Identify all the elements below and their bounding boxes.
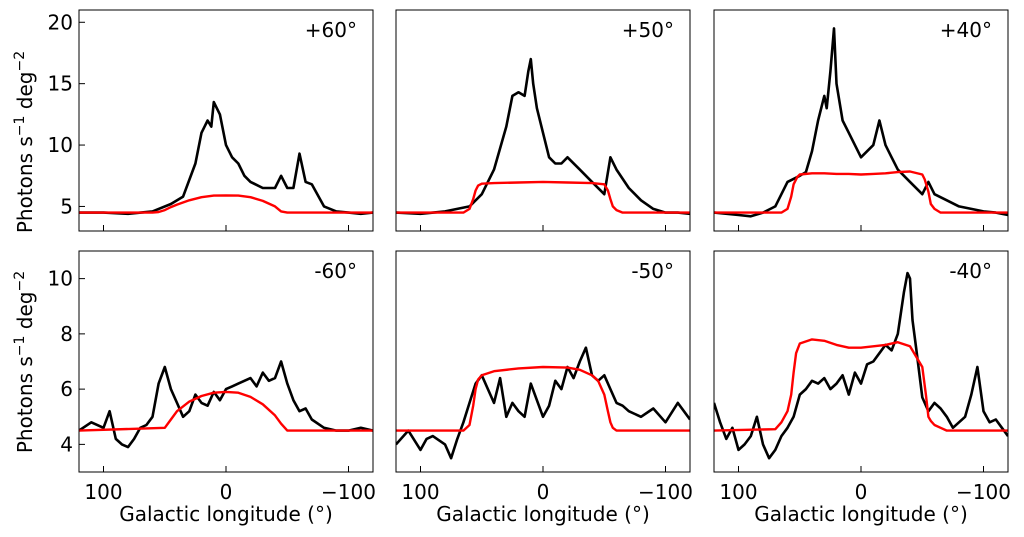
panel-label: +40° xyxy=(940,18,992,42)
x-tick-label: 0 xyxy=(855,480,868,504)
x-axis-label-1: Galactic longitude (°) xyxy=(119,502,333,526)
y-tick-label: 8 xyxy=(60,322,73,346)
chart-panel-1: 5 10 15 20 +60° xyxy=(48,9,374,232)
ylabel-mid: deg xyxy=(13,72,37,116)
panel-label: -40° xyxy=(949,259,992,283)
series-data-line xyxy=(714,271,1008,460)
panel-label: -50° xyxy=(631,259,674,283)
chart-panel-3: +40° xyxy=(713,9,1009,232)
panel-label: +50° xyxy=(622,18,674,42)
plot-frame xyxy=(713,9,1009,232)
ylabel-mid: deg xyxy=(13,292,37,336)
chart-panel-6: 100 0 −100 -40° xyxy=(713,250,1011,504)
series-data-line xyxy=(79,100,373,216)
x-axis-label-3: Galactic longitude (°) xyxy=(754,502,968,526)
y-tick-label: 5 xyxy=(60,194,73,218)
series-model-line xyxy=(79,390,373,432)
series-model-line xyxy=(396,180,690,214)
x-axis-label-2: Galactic longitude (°) xyxy=(436,502,650,526)
y-tick-label: 10 xyxy=(48,267,73,291)
series-model-line xyxy=(714,170,1008,214)
x-tick-label: 100 xyxy=(719,480,757,504)
y-axis-label-top: Photons s−1 deg−2 xyxy=(12,51,37,233)
ylabel-sup1: −1 xyxy=(12,116,28,137)
plot-frame xyxy=(78,9,374,232)
x-tick-label: 100 xyxy=(401,480,439,504)
plot-frame xyxy=(78,250,374,473)
plot-frame xyxy=(713,250,1009,473)
chart-panel-2: +50° xyxy=(395,9,691,232)
x-tick-label: 100 xyxy=(84,480,122,504)
panel-label: -60° xyxy=(314,259,357,283)
series-model-line xyxy=(714,338,1008,432)
y-tick-label: 6 xyxy=(60,377,73,401)
x-tick-label: −100 xyxy=(956,480,1011,504)
ylabel-sup2: −2 xyxy=(12,271,28,292)
ylabel-sup1: −1 xyxy=(12,336,28,357)
series-data-line xyxy=(79,360,373,449)
x-tick-label: 0 xyxy=(537,480,550,504)
x-tick-label: 0 xyxy=(220,480,233,504)
series-data-line xyxy=(396,57,690,216)
ylabel-main: Photons s xyxy=(13,356,37,453)
series-data-line xyxy=(714,27,1008,218)
x-tick-label: −100 xyxy=(321,480,376,504)
y-tick-label: 20 xyxy=(48,10,73,34)
panel-label: +60° xyxy=(305,18,357,42)
y-axis-label-bottom: Photons s−1 deg−2 xyxy=(12,271,37,453)
plot-frame xyxy=(395,9,691,232)
x-tick-label: −100 xyxy=(638,480,693,504)
series-model-line xyxy=(79,194,373,214)
ylabel-sup2: −2 xyxy=(12,51,28,72)
y-tick-label: 10 xyxy=(48,133,73,157)
y-tick-label: 15 xyxy=(48,72,73,96)
series-data-line xyxy=(396,346,690,460)
ylabel-main: Photons s xyxy=(13,136,37,233)
chart-panel-4: 100 0 −100 4 6 8 10 -60° xyxy=(48,250,376,504)
plot-frame xyxy=(395,250,691,473)
chart-panel-5: 100 0 −100 -50° xyxy=(395,250,693,504)
y-tick-label: 4 xyxy=(60,432,73,456)
series-model-line xyxy=(396,365,690,432)
panels: 5 10 15 20 +60° +50° +40° 100 0 −100 4 6 8 10 -60° 100 0… xyxy=(48,9,1011,504)
